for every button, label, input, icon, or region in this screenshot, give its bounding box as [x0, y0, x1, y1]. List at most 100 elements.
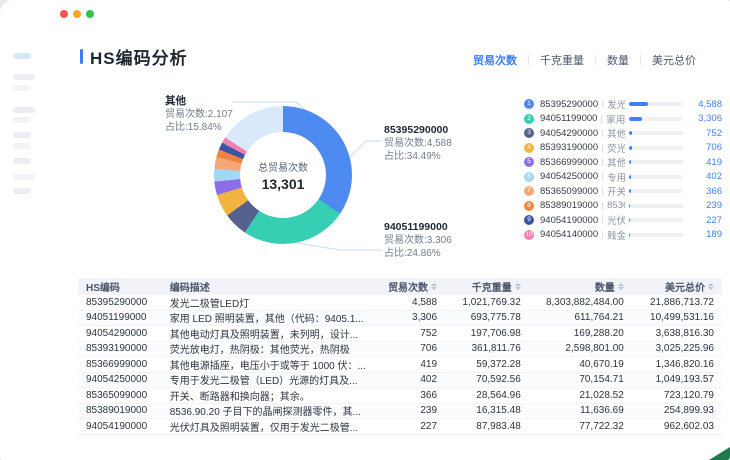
column-header-sortable[interactable]: 数量	[529, 279, 632, 294]
metric-tab-1[interactable]: 贸易次数	[473, 55, 517, 67]
cell-usd-total: 254,899.93	[663, 405, 714, 417]
sort-asc-icon	[617, 283, 624, 286]
sidebar-item[interactable]	[13, 132, 31, 138]
legend-item[interactable]: 7 85365099000 开关、断路... 366	[524, 184, 722, 199]
legend-value: 239	[706, 200, 722, 212]
cell-kg-weight: 87,983.48	[476, 420, 521, 432]
sidebar-item[interactable]	[13, 188, 31, 194]
sidebar-item[interactable]	[13, 74, 35, 80]
callout-pct: 占比:24.86%	[384, 248, 441, 259]
metric-tab-4[interactable]: 美元总价	[652, 55, 696, 67]
cell-kg-weight: 361,811.76	[471, 343, 521, 355]
cell-usd-total: 1,346,820.16	[655, 358, 714, 370]
legend-item[interactable]: 1 85395290000 发光二极管... 4,588	[524, 97, 722, 112]
cell-usd-total: 21,886,713.72	[650, 296, 714, 308]
sidebar-item[interactable]	[13, 143, 31, 149]
legend-progress-bar	[629, 131, 683, 136]
legend-divider	[602, 129, 604, 138]
tab-divider	[528, 55, 529, 65]
sort-icon[interactable]	[514, 283, 521, 290]
legend-rank-badge: 9	[524, 215, 534, 226]
sidebar-item[interactable]	[13, 117, 31, 123]
page-title: HS编码分析	[90, 49, 188, 68]
metric-tab-2[interactable]: 千克重量	[540, 55, 584, 67]
sort-desc-icon	[617, 287, 624, 290]
column-header-sortable[interactable]: 美元总价	[632, 279, 722, 294]
legend-hs-code: 85366999000	[540, 156, 599, 168]
legend-item[interactable]: 9 94054190000 光伏灯具及... 227	[524, 213, 722, 228]
legend-value: 752	[706, 127, 722, 139]
sidebar-item[interactable]	[13, 85, 31, 91]
cell-description: 专用于发光二极管（LED）光源的灯具及...	[169, 376, 358, 388]
column-header-sortable[interactable]: 贸易次数	[374, 279, 445, 294]
legend-progress-fill	[629, 145, 632, 150]
cell-usd-total: 723,120.79	[663, 389, 714, 401]
cell-description: 开关、断路器和换向器；其余。	[169, 391, 310, 403]
legend-item[interactable]: 3 94054290000 其他电动灯... 752	[524, 126, 722, 141]
legend-item[interactable]: 6 94054250000 专用于发光... 402	[524, 170, 722, 185]
legend-item[interactable]: 8 85389019000 8536.90.20 ... 239	[524, 199, 722, 214]
hs-code-table: HS编码 编码描述 贸易次数 千克重量 数量 美元总价 85395290000 发光二极管L…	[78, 278, 722, 435]
sort-asc-icon	[707, 283, 714, 286]
cell-hs-code: 85366999000	[86, 358, 148, 370]
cell-hs-code: 94054190000	[86, 420, 148, 432]
legend-description: 开关、断路...	[607, 187, 625, 199]
legend-item[interactable]: 5 85366999000 其他电源插... 419	[524, 155, 722, 170]
cell-trade-count: 419	[420, 358, 438, 370]
column-header-sortable[interactable]: 千克重量	[445, 279, 529, 294]
sidebar-item[interactable]	[13, 158, 31, 164]
legend-item[interactable]: 2 94051199000 家用 LED 照... 3,306	[524, 112, 722, 127]
legend-description: 家用 LED 照...	[606, 114, 625, 126]
legend-rank-badge: 8	[524, 200, 534, 211]
legend-divider	[602, 158, 604, 167]
cell-trade-count: 3,306	[412, 312, 438, 324]
donut-center-value: 13,301	[261, 175, 305, 192]
sidebar-item-active[interactable]	[13, 53, 31, 59]
legend-value: 419	[706, 156, 722, 168]
sort-icon[interactable]	[617, 283, 624, 290]
window-controls	[60, 10, 94, 18]
column-header: 编码描述	[162, 279, 375, 294]
table-row: 85365099000 开关、断路器和换向器；其余。 366 28,564.96 21,…	[78, 388, 722, 404]
callout-pct: 占比:34.49%	[384, 151, 441, 162]
legend-progress-bar	[629, 145, 683, 150]
legend-progress-fill	[629, 174, 631, 179]
cell-quantity: 2,598,801.00	[565, 343, 624, 355]
legend-description: 其他电源插...	[607, 158, 625, 170]
table-row: 85393190000 荧光放电灯，热阴极：其他荧光，热阴极 706 361,811.…	[78, 341, 722, 357]
legend-rank-badge: 7	[524, 186, 534, 197]
legend-description: 贱金属（不...	[607, 230, 625, 242]
legend-item[interactable]: 10 94054140000 贱金属（不... 189	[524, 228, 722, 243]
zoom-window-button[interactable]	[86, 10, 94, 18]
metric-tab-3[interactable]: 数量	[607, 55, 629, 67]
table-row: 85395290000 发光二极管LED灯 4,588 1,021,769.32 8,3…	[78, 295, 722, 311]
legend-hs-code: 94054290000	[540, 127, 599, 139]
tab-divider	[640, 55, 641, 65]
legend-description: 荧光放电灯...	[607, 143, 625, 155]
sort-icon[interactable]	[707, 283, 714, 290]
legend-rank-badge: 4	[524, 142, 534, 153]
corner-decoration	[709, 447, 730, 460]
legend-divider	[602, 216, 604, 225]
sort-icon[interactable]	[431, 283, 438, 290]
legend-divider	[602, 172, 604, 181]
legend-progress-fill	[629, 160, 631, 165]
sort-desc-icon	[431, 287, 438, 290]
legend-item[interactable]: 4 85393190000 荧光放电灯... 706	[524, 141, 722, 156]
minimize-window-button[interactable]	[73, 10, 81, 18]
donut-ring[interactable]: 总贸易次数 13,301	[214, 106, 352, 244]
legend-description: 发光二极管...	[607, 100, 625, 112]
legend-hs-code: 85393190000	[540, 142, 599, 154]
legend-hs-code: 94054190000	[540, 214, 599, 226]
legend-value: 4,588	[698, 98, 722, 110]
legend-progress-fill	[629, 102, 648, 107]
cell-kg-weight: 1,021,769.32	[462, 296, 521, 308]
page-header: HS编码分析	[80, 44, 188, 69]
table-row: 94054190000 光伏灯具及照明装置，仅用于发光二极管... 227 87,98…	[78, 419, 722, 435]
sidebar-item[interactable]	[13, 107, 35, 113]
sort-desc-icon	[707, 287, 714, 290]
close-window-button[interactable]	[60, 10, 68, 18]
column-header-label: 数量	[594, 283, 615, 294]
sidebar-item[interactable]	[13, 174, 35, 180]
